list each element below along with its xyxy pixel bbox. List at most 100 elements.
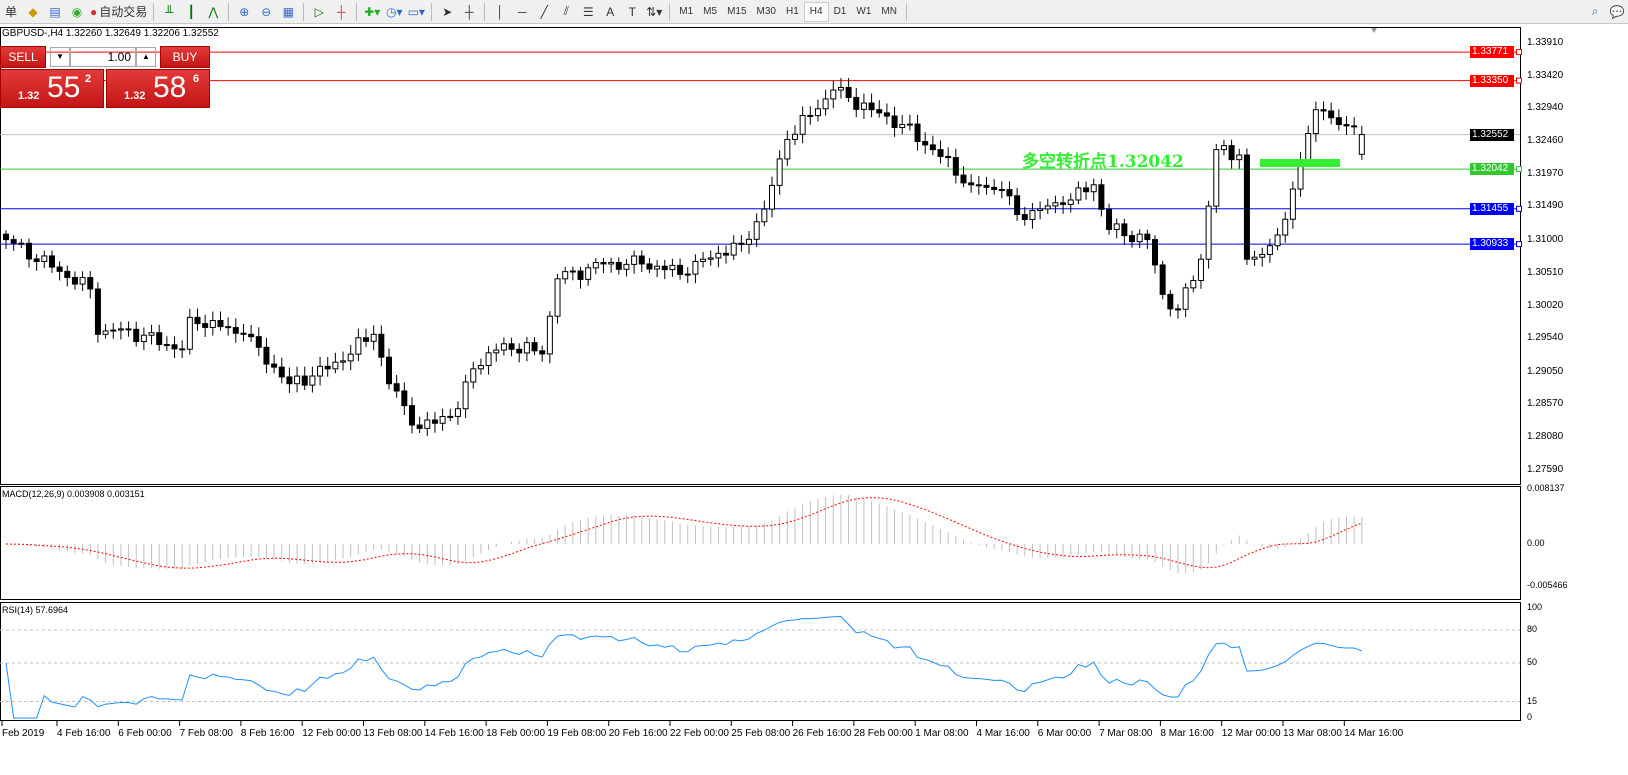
time-label: 20 Feb 16:00 [608, 728, 668, 739]
candle [424, 419, 431, 429]
signals-icon[interactable]: ◉ [71, 4, 83, 19]
candle [1328, 110, 1335, 119]
time-label: 18 Feb 00:00 [486, 728, 546, 739]
auto-scroll-icon[interactable]: ▷ [314, 4, 324, 19]
price-tick: 1.30020 [1527, 299, 1564, 311]
text-icon[interactable]: A [606, 4, 615, 19]
candle [1090, 184, 1097, 193]
timeframe-m15[interactable]: M15 [727, 6, 747, 17]
periods-icon[interactable]: ◷▾ [386, 4, 403, 19]
candle [1014, 195, 1021, 216]
candle [148, 332, 155, 336]
price-tick: 1.33910 [1527, 36, 1564, 48]
cursor-icon[interactable]: ➤ [442, 4, 453, 19]
tile-windows-icon[interactable]: ▦ [282, 4, 294, 19]
time-label: 6 Mar 00:00 [1037, 728, 1092, 739]
trendline-icon[interactable]: ╱ [540, 4, 548, 19]
chart-window[interactable] [0, 26, 1628, 775]
candle [401, 390, 408, 407]
line-chart-icon[interactable]: ⋀ [208, 4, 219, 19]
buy-button[interactable]: BUY [160, 46, 210, 68]
candle [94, 288, 101, 335]
candle [462, 381, 469, 410]
macd-signal-line [5, 497, 1362, 569]
timeframe-mn[interactable]: MN [881, 6, 897, 17]
divider [669, 2, 671, 21]
candle [232, 327, 239, 334]
crosshair-icon[interactable]: ┼ [465, 4, 474, 19]
candle [539, 350, 546, 355]
toolbar-partial-label[interactable]: 单 [4, 5, 17, 19]
candle [125, 328, 132, 331]
timeframe-h4[interactable]: H4 [803, 1, 829, 22]
timeframe-m30[interactable]: M30 [756, 6, 776, 17]
lot-decrease-button[interactable]: ▼ [50, 47, 70, 67]
candle [516, 348, 523, 354]
timeframe-w1[interactable]: W1 [856, 6, 872, 17]
candle [661, 265, 668, 271]
candle [117, 328, 124, 331]
chart-shift-icon[interactable]: ┼ [337, 4, 346, 19]
horizontal-line-icon[interactable]: ─ [518, 4, 527, 19]
level-handle [1516, 49, 1522, 56]
buy-price-button[interactable]: 1.32 58 6 [106, 69, 210, 108]
candle [309, 375, 316, 386]
lot-increase-button[interactable]: ▲ [136, 47, 156, 67]
chat-icon[interactable]: 💬 [1609, 4, 1625, 19]
timeframe-m5[interactable]: M5 [703, 6, 718, 17]
candle [929, 144, 936, 151]
candle [209, 319, 216, 328]
text-label-icon[interactable]: T [628, 4, 636, 19]
candle [914, 123, 921, 143]
divider [431, 2, 433, 21]
candle [393, 383, 400, 392]
candle [508, 343, 515, 350]
divider [303, 2, 305, 21]
time-label: 14 Feb 16:00 [424, 728, 484, 739]
candle [225, 326, 232, 329]
indicators-icon[interactable]: ✚▾ [364, 4, 381, 19]
zoom-out-icon[interactable]: ⊖ [261, 4, 272, 19]
price-tick: 1.28080 [1527, 431, 1564, 443]
sell-price-button[interactable]: 1.32 55 2 [0, 69, 104, 108]
autotrade-button[interactable]: ● 自动交易 [88, 1, 149, 23]
vertical-line-icon[interactable]: │ [496, 4, 505, 19]
candle [263, 346, 270, 365]
divider [484, 2, 486, 21]
candle [960, 174, 967, 184]
candle [837, 86, 844, 91]
price-tick: 1.31490 [1527, 200, 1564, 212]
templates-icon[interactable]: ▭▾ [407, 4, 425, 19]
data-window-icon[interactable]: ▤ [49, 4, 61, 19]
timeframe-m1[interactable]: M1 [679, 6, 694, 17]
candle [546, 315, 553, 355]
candle [1044, 205, 1051, 210]
candle [10, 239, 17, 244]
equidistant-channel-icon[interactable]: ⫽ [563, 4, 569, 18]
time-label: 8 Feb 16:00 [240, 728, 295, 739]
candle [56, 266, 63, 272]
sell-button[interactable]: SELL [0, 46, 46, 68]
timeframe-h1[interactable]: H1 [785, 6, 799, 17]
fibonacci-icon[interactable]: ☰ [582, 4, 594, 19]
candle [638, 255, 645, 265]
search-icon[interactable]: ⌕ [1591, 4, 1599, 18]
candle [1274, 234, 1281, 247]
market-watch-icon[interactable]: ◆ [28, 4, 38, 19]
rsi-tick: 80 [1527, 624, 1538, 634]
lot-size-input[interactable]: 1.00 [70, 47, 136, 67]
bar-chart-icon[interactable]: ╨ [165, 4, 174, 19]
candlestick-icon[interactable]: ┃ [187, 4, 195, 19]
price-pane [0, 27, 1521, 485]
candle [1006, 189, 1013, 197]
candle [1144, 233, 1151, 241]
annotation-text[interactable]: 多空转折点1.32042 [1022, 152, 1184, 172]
sell-price-sup: 2 [85, 73, 92, 85]
timeframe-d1[interactable]: D1 [833, 6, 847, 17]
price-level-label: 1.33771 [1470, 46, 1514, 59]
zoom-in-icon[interactable]: ⊕ [239, 4, 250, 19]
arrows-icon[interactable]: ⇅▾ [646, 4, 663, 19]
candle [1021, 214, 1028, 220]
candle [899, 124, 906, 128]
candle [1029, 210, 1036, 220]
